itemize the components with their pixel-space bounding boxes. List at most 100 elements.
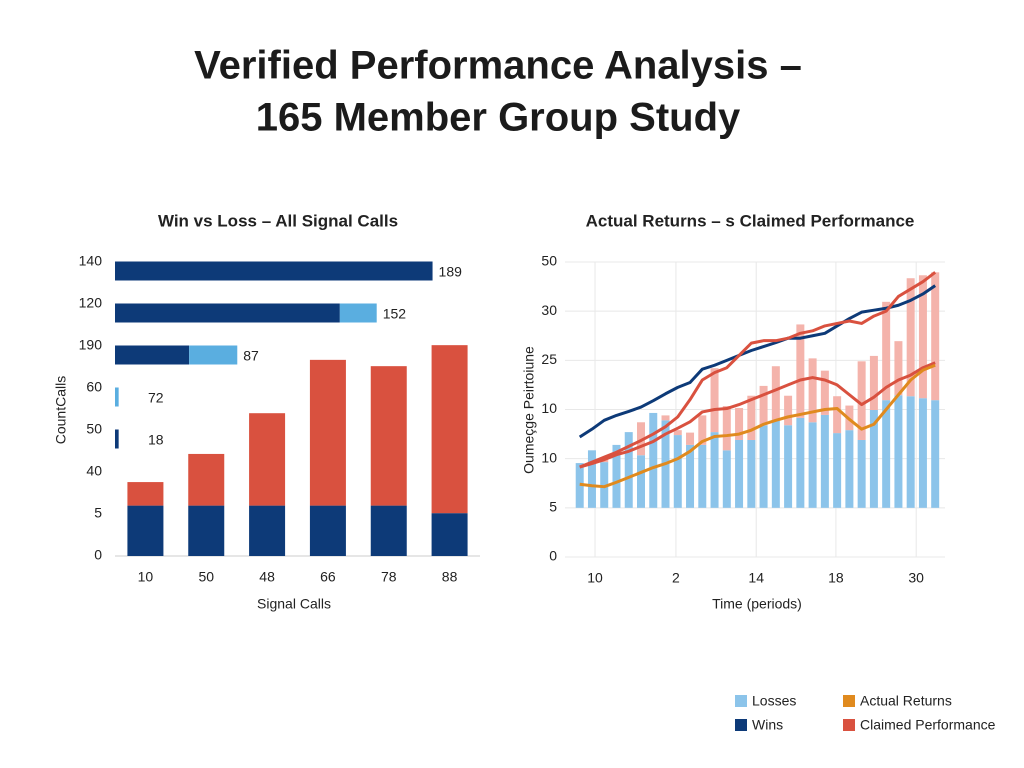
bar xyxy=(906,278,915,397)
legend-swatch xyxy=(735,695,747,707)
bar xyxy=(747,439,756,508)
bar xyxy=(661,415,670,421)
y-tick-label: 60 xyxy=(86,379,102,395)
bar-segment xyxy=(370,366,407,506)
y-tick-label: 5 xyxy=(549,499,557,515)
bar xyxy=(771,420,780,508)
bar xyxy=(612,444,621,508)
bar-annotation: 189 xyxy=(439,264,463,280)
bar xyxy=(698,444,707,508)
bar xyxy=(820,414,829,508)
legend-swatch xyxy=(843,719,855,731)
x-tick-label: 10 xyxy=(587,570,603,586)
y-tick-label: 40 xyxy=(86,463,102,479)
x-axis-label: Signal Calls xyxy=(257,596,331,612)
x-tick-label: 48 xyxy=(259,569,275,585)
bar xyxy=(894,341,903,396)
y-axis-label: Oumeçge Peirtoiune xyxy=(521,346,537,474)
bar xyxy=(759,425,768,508)
bar-annotation: 152 xyxy=(383,306,407,322)
bar-segment xyxy=(431,345,468,514)
horizontal-bar xyxy=(115,429,119,449)
bar xyxy=(796,417,805,508)
bar xyxy=(637,455,645,508)
bar xyxy=(882,400,891,508)
y-tick-label: 0 xyxy=(549,548,557,564)
chart-title: Win vs Loss – All Signal Calls xyxy=(158,211,398,230)
bar xyxy=(673,435,682,508)
y-tick-label: 120 xyxy=(79,295,103,311)
bar xyxy=(894,395,903,508)
horizontal-bar xyxy=(115,261,433,281)
bar xyxy=(673,430,682,436)
line xyxy=(579,363,936,489)
y-tick-label: 5 xyxy=(94,505,102,521)
bar xyxy=(845,430,854,508)
page-title: Verified Performance Analysis – xyxy=(194,44,802,88)
bar xyxy=(735,439,744,508)
bar xyxy=(587,450,596,508)
bar-segment xyxy=(309,359,346,506)
bar xyxy=(918,398,927,508)
bar-segment xyxy=(188,453,225,506)
bar xyxy=(710,432,719,508)
chart-title: Actual Returns – s Claimed Performance xyxy=(586,211,915,230)
x-tick-label: 50 xyxy=(198,569,214,585)
bar xyxy=(833,396,842,434)
bar xyxy=(796,324,805,418)
legend-swatch xyxy=(843,695,855,707)
bar-segment xyxy=(127,482,164,506)
x-tick-label: 10 xyxy=(138,569,154,585)
horizontal-bar xyxy=(115,303,340,323)
y-tick-label: 0 xyxy=(94,547,102,563)
bar xyxy=(722,406,731,451)
bar xyxy=(637,422,645,456)
bar xyxy=(906,396,915,508)
y-tick-label: 25 xyxy=(541,351,557,367)
bar-segment xyxy=(309,505,346,556)
bar xyxy=(857,361,866,440)
horizontal-bar xyxy=(115,345,190,365)
bar xyxy=(710,368,719,433)
x-tick-label: 78 xyxy=(381,569,397,585)
x-tick-label: 66 xyxy=(320,569,336,585)
bar xyxy=(759,385,768,426)
y-tick-label: 50 xyxy=(86,421,102,437)
bar xyxy=(918,275,927,399)
horizontal-bar xyxy=(189,345,238,365)
bar-segment xyxy=(127,505,164,556)
x-tick-label: 18 xyxy=(828,570,844,586)
bar-annotation: 72 xyxy=(148,390,164,406)
line xyxy=(578,284,937,439)
x-tick-label: 2 xyxy=(672,570,680,586)
y-tick-label: 10 xyxy=(541,400,557,416)
bar xyxy=(686,432,695,445)
line xyxy=(579,271,937,469)
bar xyxy=(931,400,940,508)
bar xyxy=(686,444,695,508)
legend-label: Wins xyxy=(752,717,783,733)
bar xyxy=(820,370,829,415)
bar xyxy=(698,415,707,445)
bar-annotation: 18 xyxy=(148,432,164,448)
bar-segment xyxy=(249,413,286,506)
bar xyxy=(784,395,793,426)
bar xyxy=(808,358,817,423)
legend-label: Losses xyxy=(752,693,796,709)
bar-segment xyxy=(249,505,286,556)
x-tick-label: 88 xyxy=(442,569,458,585)
bar xyxy=(735,408,744,440)
bar xyxy=(649,412,658,508)
bar-segment xyxy=(188,505,225,556)
y-tick-label: 50 xyxy=(541,253,557,269)
bar xyxy=(857,439,866,508)
bar xyxy=(869,355,878,410)
horizontal-bar xyxy=(339,303,377,323)
bar xyxy=(722,450,731,508)
bar xyxy=(600,462,609,508)
bar xyxy=(808,422,817,508)
bar xyxy=(624,432,633,508)
bar xyxy=(869,409,878,508)
horizontal-bar xyxy=(115,387,119,407)
y-tick-label: 30 xyxy=(541,302,557,318)
